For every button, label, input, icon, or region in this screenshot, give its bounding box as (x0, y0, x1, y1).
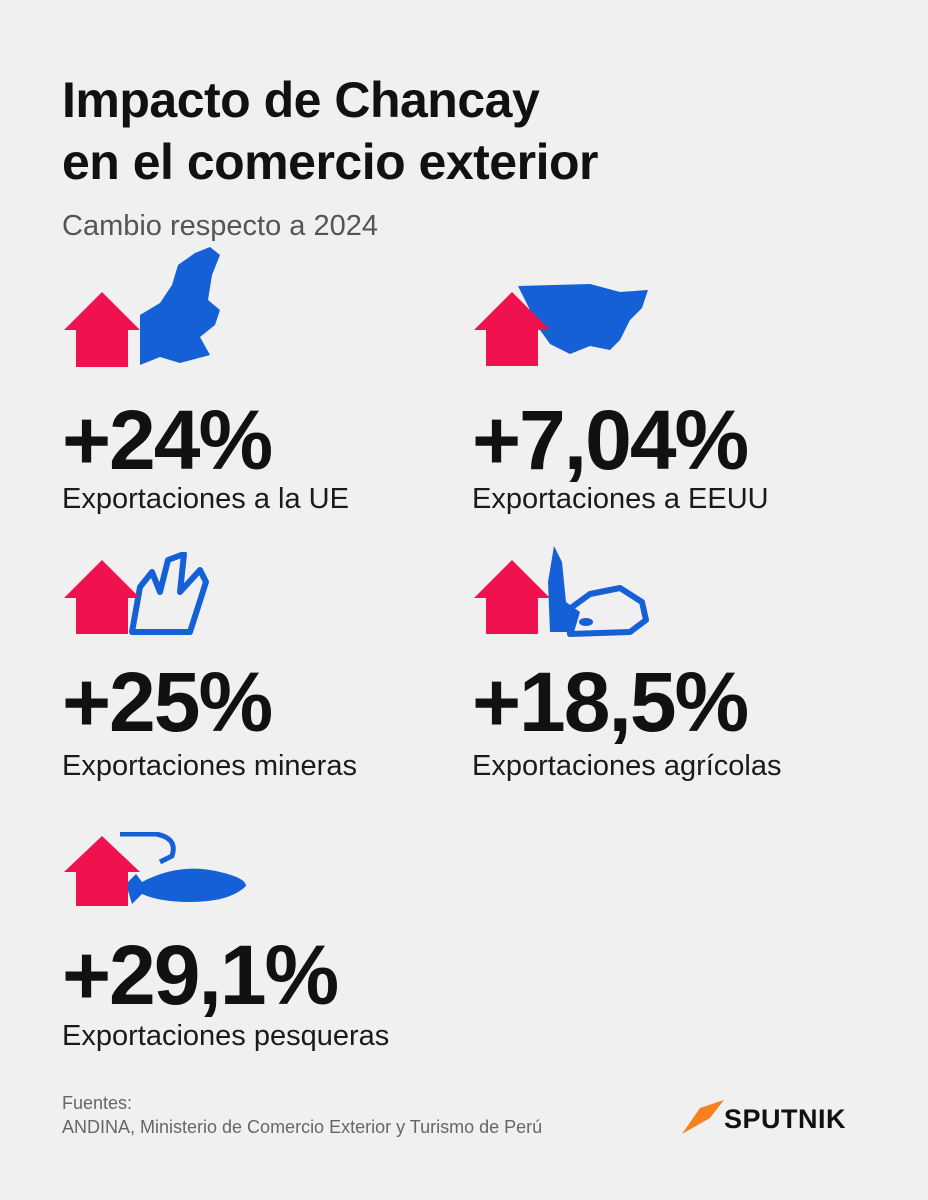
title-line: Impacto de Chancay (62, 72, 540, 128)
fish-icon (64, 832, 246, 906)
label: Exportaciones agrícolas (472, 750, 782, 782)
value: +25% (62, 655, 273, 749)
label: Exportaciones a EEUU (472, 483, 769, 515)
label: Exportaciones pesqueras (62, 1020, 390, 1052)
label: Exportaciones a la UE (62, 483, 349, 515)
brand: SPUTNIK (724, 1104, 847, 1134)
label: Exportaciones mineras (62, 750, 357, 782)
value: +18,5% (472, 655, 749, 749)
sources-heading: Fuentes: (62, 1093, 133, 1113)
title-line: en el comercio exterior (62, 134, 598, 190)
brand-logo (682, 1100, 724, 1134)
agro-icon (474, 546, 649, 637)
eu-icon (64, 247, 220, 367)
value: +24% (62, 393, 273, 487)
sources-text: ANDINA, Ministerio de Comercio Exterior … (62, 1117, 543, 1137)
usa-icon (474, 284, 648, 366)
mineral-icon (64, 552, 209, 635)
value: +29,1% (62, 928, 339, 1022)
subtitle: Cambio respecto a 2024 (62, 210, 378, 242)
value: +7,04% (472, 393, 749, 487)
